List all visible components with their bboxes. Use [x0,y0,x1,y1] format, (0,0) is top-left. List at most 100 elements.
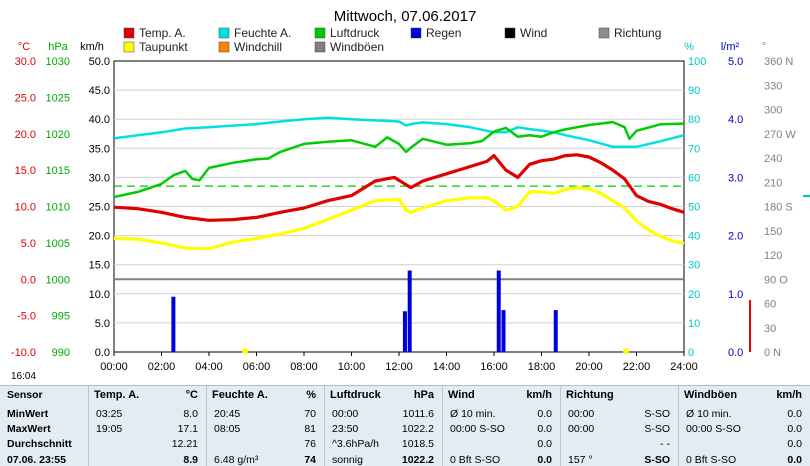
x-tick-label: 18:00 [528,361,556,373]
pressure-axis-tick: 990 [52,347,70,359]
direction-axis-tick: 150 [764,226,782,238]
legend-swatch [598,27,610,39]
humidity-axis-tick: 10 [688,318,700,330]
direction-axis-tick: 270 W [764,129,796,141]
cell-value: 8.9 [183,454,198,466]
status-time-label: 16:04 [11,371,37,382]
cell-value: 0.0 [787,454,802,466]
humidity-axis-tick: 50 [688,202,700,214]
wind-axis-tick: 35.0 [89,143,110,155]
legend-swatch [123,41,135,53]
cell-value: S-SO [644,408,670,420]
x-tick-label: 12:00 [385,361,413,373]
sunset-marker [623,348,629,354]
humidity-axis-tick: 100 [688,56,706,68]
x-tick-label: 02:00 [148,361,176,373]
humidity-axis-tick: 20 [688,289,700,301]
x-tick-label: 20:00 [575,361,603,373]
row-label: MaxWert [7,423,51,435]
pressure-axis-tick: 1020 [46,129,70,141]
column-title: Feuchte A. [212,389,268,401]
humidity-axis-tick: 40 [688,231,700,243]
cell-value: 0.0 [787,438,802,450]
rain-bar [553,310,558,352]
wind-axis-tick: 15.0 [89,260,110,272]
weather-chart: Mittwoch, 07.06.2017 Temp. A. Feuchte A. L… [11,8,810,373]
direction-axis-tick: 180 S [764,202,793,214]
humidity_pct-unit-label: % [684,41,694,53]
plot-grid [113,89,685,356]
series-line-temp-a [113,153,685,222]
stats-column: Windböen km/h Ø 10 min. 0.0 00:00 S-SO 0.0 0.0… [678,386,810,466]
column-unit: % [306,389,316,401]
column-title: Wind [448,389,475,401]
cell-label: 08:05 [214,423,241,435]
wind-axis-tick: 20.0 [89,231,110,243]
direction-axis-tick: 0 N [764,347,781,359]
sunrise-marker [242,348,248,354]
rain-axis-tick: 2.0 [728,231,743,243]
direction_deg-unit-label: ° [762,41,766,53]
cell-value: - - [660,438,670,450]
column-unit: km/h [526,389,552,401]
humidity-axis-tick: 80 [688,114,700,126]
column-unit: °C [185,389,198,401]
rain-axis-tick: 5.0 [728,56,743,68]
legend-swatch [218,41,230,53]
rain-axis-tick: 3.0 [728,172,743,184]
legend-swatch [314,27,326,39]
humidity-axis-tick: 90 [688,85,700,97]
legend-swatch [410,27,422,39]
cell-value: 0.0 [537,454,552,466]
wind-axis-tick: 30.0 [89,172,110,184]
wind-axis-tick: 45.0 [89,85,110,97]
temp-axis-tick: 20.0 [15,129,36,141]
cell-value: 12.21 [171,438,198,450]
x-tick-label: 00:00 [100,361,128,373]
pressure-axis-tick: 995 [52,311,70,323]
legend-label: Windböen [330,40,384,54]
temp-axis-tick: 0.0 [21,274,36,286]
rain-axis-tick: 4.0 [728,114,743,126]
cell-label: ^3.6hPa/h [332,438,379,450]
legend-label: Feuchte A. [234,26,291,40]
legend-swatch [314,41,326,53]
wind-axis-tick: 25.0 [89,202,110,214]
cell-value: 81 [304,423,316,435]
cell-label: 20:45 [214,408,241,420]
chart-marks [113,116,810,354]
stats-column: Feuchte A.% 20:45 70 08:05 81 76 6.48 g/m³ 74 [206,386,325,466]
temp-axis-tick: 10.0 [15,202,36,214]
x-tick-label: 04:00 [195,361,223,373]
cell-value: 70 [304,408,316,420]
pressure-axis-tick: 1005 [46,238,70,250]
cell-value: 0.0 [787,408,802,420]
humidity-axis-tick: 70 [688,143,700,155]
stats-column: Luftdruck hPa 00:00 1011.6 23:50 1022.2 ^3.6hP… [324,386,443,466]
x-tick-label: 06:00 [243,361,271,373]
status-time: 16:04 [0,371,810,384]
cell-value: 0.0 [537,423,552,435]
cell-label: Ø 10 min. [686,408,732,420]
temp-axis-tick: 5.0 [21,238,36,250]
cell-value: S-SO [644,454,670,466]
wind_kmh-unit-label: km/h [80,41,104,53]
pressure-axis-tick: 1030 [46,56,70,68]
wind-axis-tick: 0.0 [95,347,110,359]
pressure-axis-tick: 1000 [46,274,70,286]
stats-column: Wind km/h Ø 10 min. 0.0 00:00 S-SO 0.0 0.0 0 Bf… [442,386,561,466]
x-tick-label: 24:00 [670,361,698,373]
statistics-table: Sensor MinWert MaxWert Durchschnitt 07.06. 2… [0,385,810,466]
x-tick-label: 16:00 [480,361,508,373]
stats-column: Temp. A. °C 03:25 8.0 19:05 17.1 12.21 8.9 [88,386,207,466]
cell-value: 1018.5 [401,438,434,450]
row-label: Sensor [7,389,43,401]
rain-bar [501,310,506,352]
direction-axis-tick: 330 [764,80,782,92]
direction-axis-tick: 300 [764,105,782,117]
column-unit: hPa [413,389,434,401]
cell-value: 0.0 [537,438,552,450]
series-line-luftdruck [113,120,685,199]
direction-axis-tick: 360 N [764,56,793,68]
series-line-feuchte-a [113,116,685,149]
